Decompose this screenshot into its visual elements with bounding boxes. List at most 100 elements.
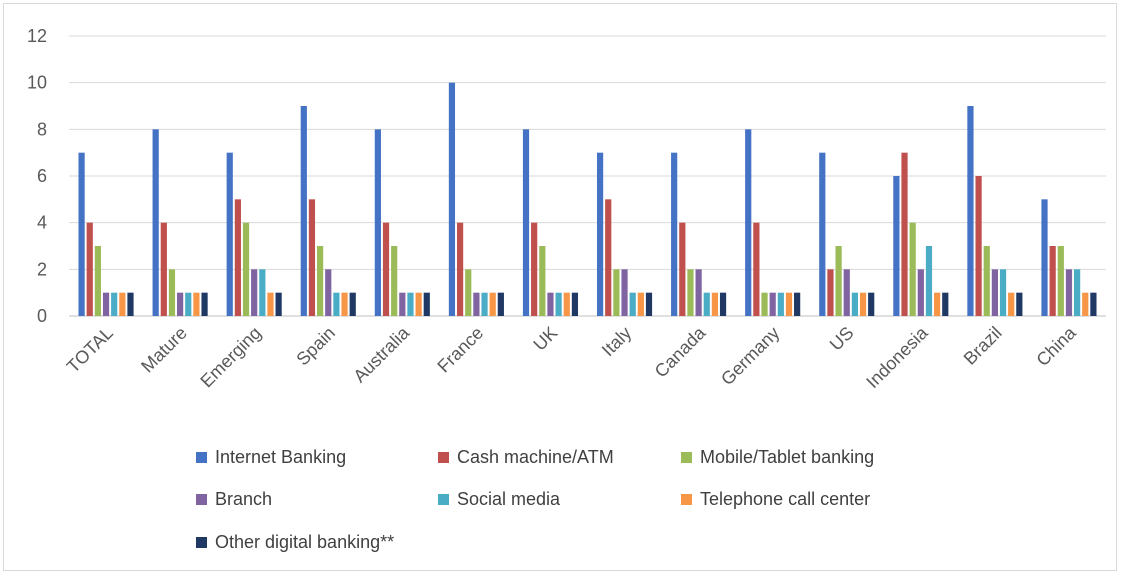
bar-internet-banking-indonesia: [893, 176, 900, 316]
bar-cash-machine-atm-china: [1049, 246, 1056, 316]
bar-mobile-tablet-banking-us: [835, 246, 842, 316]
bar-mobile-tablet-banking-total: [94, 246, 101, 316]
legend-label: Internet Banking: [215, 447, 346, 467]
x-tick-label: Mature: [137, 323, 191, 377]
x-tick-label: Spain: [292, 323, 339, 370]
bar-internet-banking-total: [78, 152, 85, 316]
bar-mobile-tablet-banking-china: [1057, 246, 1064, 316]
bar-mobile-tablet-banking-emerging: [242, 222, 250, 316]
bar-internet-banking-canada: [671, 152, 678, 316]
bar-social-media-canada: [703, 292, 710, 316]
bar-social-media-mature: [185, 292, 192, 316]
bar-social-media-china: [1074, 269, 1081, 316]
y-tick-label: 6: [37, 166, 47, 186]
bars: [78, 82, 1097, 316]
bar-other-digital-banking-spain: [349, 292, 356, 316]
bar-branch-france: [473, 292, 480, 316]
x-tick-label: US: [826, 323, 858, 355]
y-tick-label: 12: [27, 26, 47, 46]
bar-other-digital-banking-us: [868, 292, 875, 316]
bar-internet-banking-spain: [300, 106, 307, 316]
bar-other-digital-banking-italy: [645, 292, 653, 316]
legend-label: Branch: [215, 489, 272, 509]
bar-other-digital-banking-china: [1090, 292, 1097, 316]
bar-branch-australia: [399, 292, 406, 316]
bar-mobile-tablet-banking-mature: [168, 269, 176, 316]
bar-branch-total: [102, 292, 110, 316]
bar-internet-banking-mature: [152, 129, 159, 316]
bar-internet-banking-germany: [745, 129, 752, 316]
bar-telephone-call-center-us: [859, 292, 867, 316]
y-tick-label: 10: [27, 73, 47, 93]
bar-mobile-tablet-banking-brazil: [983, 246, 990, 316]
legend-swatch: [681, 494, 692, 505]
bar-other-digital-banking-france: [497, 292, 504, 316]
x-tick-label: Germany: [717, 323, 783, 389]
bar-branch-china: [1065, 269, 1073, 316]
bar-social-media-italy: [629, 292, 636, 316]
bar-branch-germany: [769, 292, 776, 316]
bar-other-digital-banking-canada: [719, 292, 727, 316]
bar-internet-banking-uk: [522, 129, 530, 316]
bar-branch-emerging: [251, 269, 258, 316]
bar-mobile-tablet-banking-australia: [391, 246, 398, 316]
bar-internet-banking-france: [448, 82, 456, 316]
bar-cash-machine-atm-germany: [753, 222, 760, 316]
bar-cash-machine-atm-total: [86, 222, 93, 316]
y-tick-label: 4: [37, 213, 47, 233]
x-tick-label: Canada: [651, 322, 710, 381]
x-tick-label: France: [433, 323, 487, 377]
bar-branch-indonesia: [917, 269, 924, 316]
x-tick-label: Brazil: [960, 323, 1006, 369]
bar-other-digital-banking-australia: [423, 292, 430, 316]
y-axis-ticks: 0 2 4 6 8 10 12: [27, 26, 47, 326]
bar-internet-banking-us: [819, 152, 826, 316]
bar-cash-machine-atm-brazil: [975, 176, 982, 316]
y-tick-label: 8: [37, 119, 47, 139]
bar-branch-uk: [547, 292, 554, 316]
legend-label: Other digital banking**: [215, 532, 394, 552]
bar-cash-machine-atm-canada: [679, 222, 686, 316]
x-axis-ticks: TOTAL Mature Emerging Spain Australia France U…: [63, 322, 1081, 392]
bar-social-media-us: [851, 292, 858, 316]
bar-mobile-tablet-banking-spain: [317, 246, 324, 316]
bar-cash-machine-atm-mature: [160, 222, 167, 316]
bar-cash-machine-atm-spain: [308, 199, 316, 316]
bar-mobile-tablet-banking-france: [465, 269, 472, 316]
legend-swatch: [196, 494, 207, 505]
bar-internet-banking-italy: [596, 152, 604, 316]
y-tick-label: 2: [37, 259, 47, 279]
bar-telephone-call-center-australia: [415, 292, 422, 316]
legend: Internet Banking Cash machine/ATM Mobile/T…: [196, 447, 874, 552]
bar-social-media-emerging: [259, 269, 266, 316]
bar-cash-machine-atm-emerging: [234, 199, 241, 316]
legend-swatch: [438, 452, 449, 463]
bar-social-media-spain: [333, 292, 340, 316]
legend-swatch: [681, 452, 692, 463]
bar-other-digital-banking-germany: [794, 292, 801, 316]
bar-branch-brazil: [991, 269, 998, 316]
bar-telephone-call-center-italy: [637, 292, 644, 316]
bar-cash-machine-atm-australia: [382, 222, 390, 316]
bar-branch-spain: [325, 269, 332, 316]
bar-internet-banking-australia: [374, 129, 381, 316]
bar-telephone-call-center-france: [489, 292, 496, 316]
y-tick-label: 0: [37, 306, 47, 326]
bar-internet-banking-brazil: [967, 106, 974, 316]
bar-social-media-germany: [777, 292, 784, 316]
bar-cash-machine-atm-uk: [531, 222, 538, 316]
legend-label: Mobile/Tablet banking: [700, 447, 874, 467]
x-tick-label: Italy: [598, 323, 635, 360]
bar-mobile-tablet-banking-italy: [613, 269, 620, 316]
bar-telephone-call-center-emerging: [267, 292, 274, 316]
bar-cash-machine-atm-france: [456, 222, 464, 316]
bar-internet-banking-china: [1041, 199, 1048, 316]
bar-mobile-tablet-banking-uk: [539, 246, 546, 316]
x-tick-label: UK: [529, 323, 561, 355]
bar-telephone-call-center-canada: [711, 292, 719, 316]
bar-cash-machine-atm-italy: [605, 199, 612, 316]
bar-other-digital-banking-mature: [201, 292, 208, 316]
bar-branch-italy: [621, 269, 628, 316]
bar-internet-banking-emerging: [226, 152, 233, 316]
bar-other-digital-banking-uk: [571, 292, 579, 316]
